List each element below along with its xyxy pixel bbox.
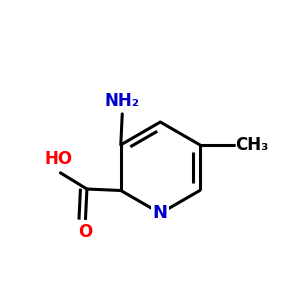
Text: HO: HO <box>45 150 73 168</box>
Text: N: N <box>153 204 168 222</box>
Text: CH₃: CH₃ <box>235 136 268 154</box>
Text: NH₂: NH₂ <box>105 92 140 110</box>
Text: O: O <box>78 224 93 242</box>
